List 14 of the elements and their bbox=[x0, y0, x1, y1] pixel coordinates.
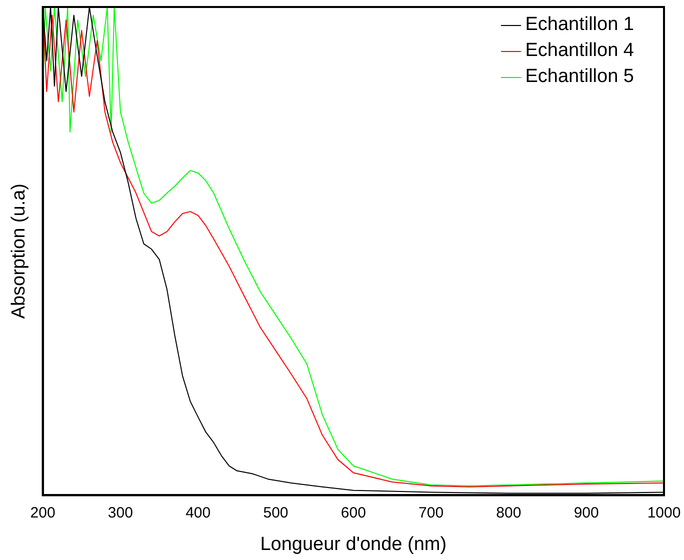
x-tick-label: 500 bbox=[263, 504, 288, 522]
y-axis-title: Absorption (u.a) bbox=[8, 184, 30, 319]
x-tick-label: 200 bbox=[30, 504, 56, 522]
legend-label: Echantillon 4 bbox=[525, 39, 634, 63]
x-tick-label: 800 bbox=[496, 504, 522, 522]
x-axis-title: Longueur d'onde (nm) bbox=[260, 534, 447, 555]
x-tick-label: 900 bbox=[574, 504, 599, 522]
x-tick-label: 1000 bbox=[647, 504, 681, 522]
legend-label: Echantillon 5 bbox=[525, 65, 634, 89]
x-tick-label: 600 bbox=[340, 504, 366, 522]
x-tick-label: 400 bbox=[186, 504, 211, 522]
x-tick-label: 700 bbox=[418, 504, 444, 522]
x-tick-label: 300 bbox=[108, 504, 133, 522]
legend-label: Echantillon 1 bbox=[525, 13, 634, 37]
